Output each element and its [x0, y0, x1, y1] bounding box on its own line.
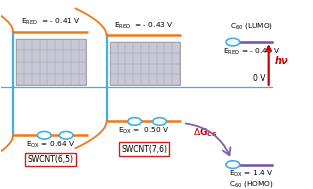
Text: 0 V: 0 V — [253, 74, 266, 83]
Text: SWCNT(7,6): SWCNT(7,6) — [121, 145, 167, 153]
Text: E$_{\mathregular{OX}}$ = 1.4 V: E$_{\mathregular{OX}}$ = 1.4 V — [229, 169, 274, 179]
Circle shape — [128, 118, 141, 125]
Circle shape — [153, 118, 167, 125]
Text: E$_{\mathregular{OX}}$ = 0.64 V: E$_{\mathregular{OX}}$ = 0.64 V — [26, 139, 75, 150]
Bar — [110, 42, 180, 85]
Circle shape — [226, 161, 240, 168]
Text: $\Delta$G$_{\mathregular{CS}}$: $\Delta$G$_{\mathregular{CS}}$ — [192, 126, 217, 139]
Text: hν: hν — [274, 56, 288, 66]
Text: E$_{\mathregular{RED}}$  = - 0.41 V: E$_{\mathregular{RED}}$ = - 0.41 V — [21, 17, 80, 27]
Text: C$_{60}$ (HOMO): C$_{60}$ (HOMO) — [229, 179, 274, 189]
Circle shape — [226, 38, 240, 46]
Circle shape — [59, 132, 73, 139]
Text: E$_{\mathregular{OX}}$ =  0.50 V: E$_{\mathregular{OX}}$ = 0.50 V — [118, 126, 170, 136]
Text: SWCNT(6,5): SWCNT(6,5) — [28, 155, 74, 164]
Text: E$_{\mathregular{RED}}$  = - 0.43 V: E$_{\mathregular{RED}}$ = - 0.43 V — [114, 21, 174, 31]
Bar — [16, 39, 86, 85]
Text: E$_{\mathregular{RED}}$ = - 0.40 V: E$_{\mathregular{RED}}$ = - 0.40 V — [223, 46, 280, 57]
Circle shape — [38, 132, 51, 139]
Text: C$_{60}$ (LUMO): C$_{60}$ (LUMO) — [230, 21, 273, 31]
FancyArrowPatch shape — [186, 124, 230, 155]
